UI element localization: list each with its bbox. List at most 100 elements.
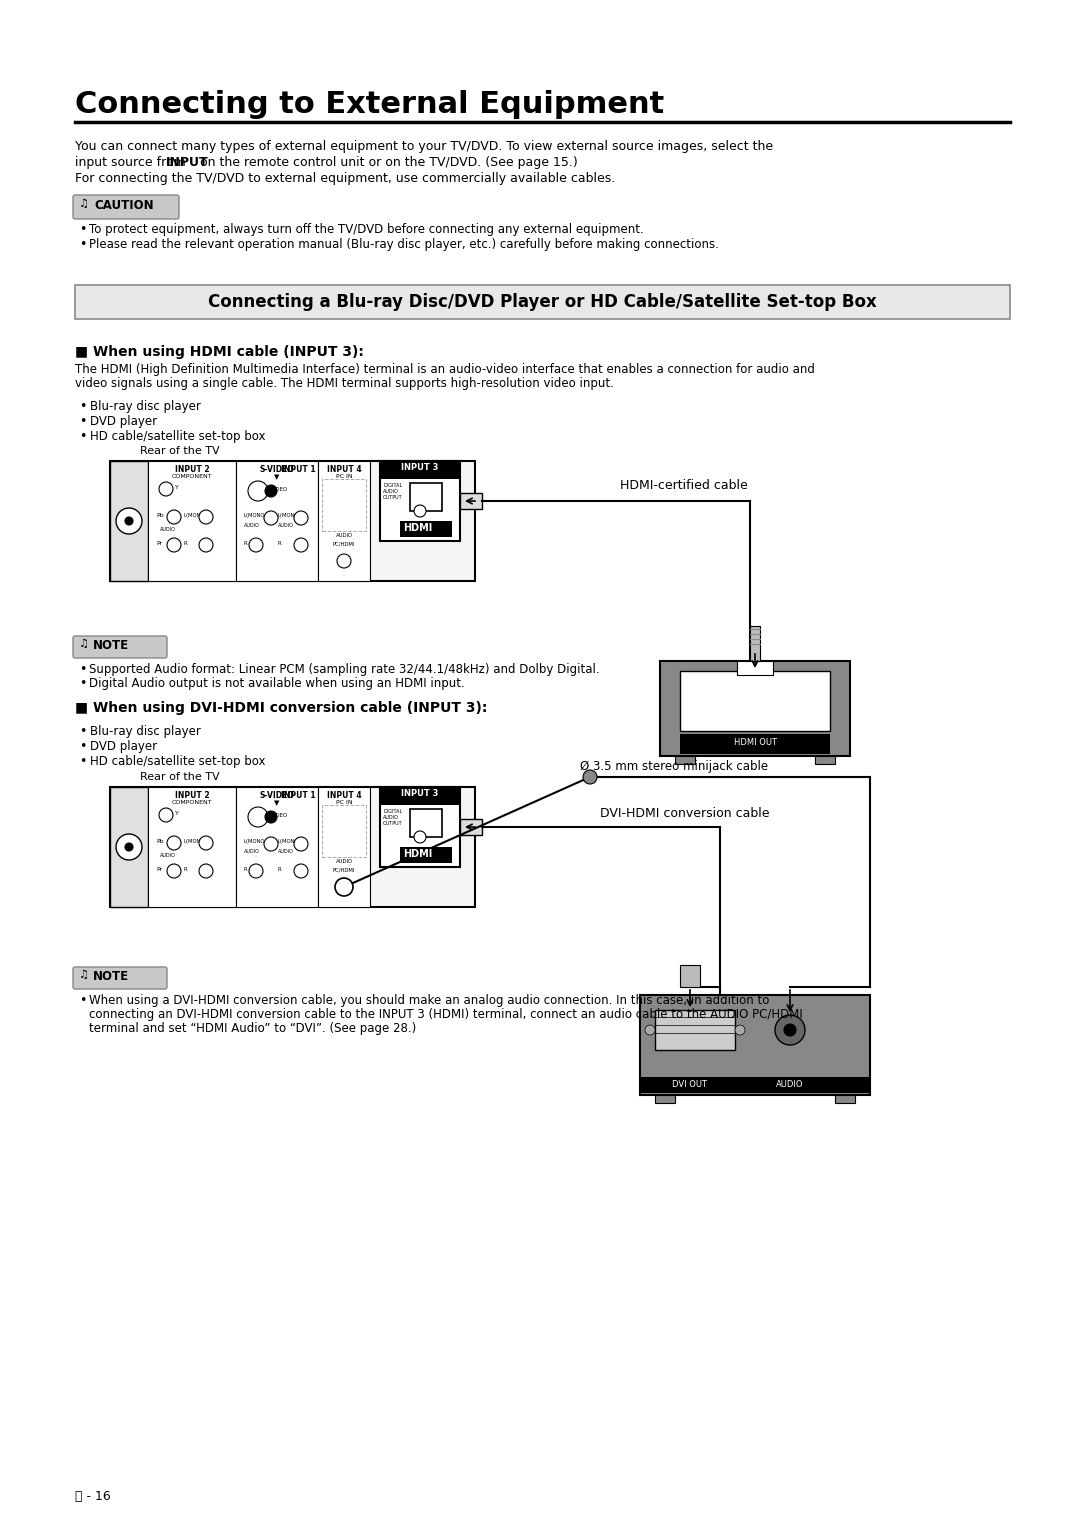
- Text: Y: Y: [175, 811, 179, 815]
- Text: L(MONO): L(MONO): [183, 513, 206, 518]
- Text: AUDIO: AUDIO: [777, 1080, 804, 1089]
- Text: ■ When using HDMI cable (INPUT 3):: ■ When using HDMI cable (INPUT 3):: [75, 345, 364, 359]
- Circle shape: [125, 843, 133, 851]
- Text: DIGITAL: DIGITAL: [383, 483, 402, 489]
- Text: R: R: [278, 541, 282, 547]
- Text: R: R: [183, 541, 187, 547]
- Circle shape: [159, 483, 173, 496]
- Bar: [322, 805, 366, 857]
- Circle shape: [294, 864, 308, 878]
- Text: VIDEO: VIDEO: [271, 487, 288, 492]
- Text: •: •: [79, 725, 86, 738]
- Text: Ø 3.5 mm stereo minijack cable: Ø 3.5 mm stereo minijack cable: [580, 760, 768, 773]
- Bar: [460, 818, 482, 835]
- Bar: [380, 786, 460, 867]
- Bar: [148, 786, 237, 907]
- Circle shape: [645, 1025, 654, 1035]
- Text: L(MONO): L(MONO): [183, 838, 206, 844]
- Text: R: R: [244, 867, 247, 872]
- Text: •: •: [79, 754, 86, 768]
- Text: AUDIO: AUDIO: [278, 849, 294, 854]
- Text: AUDIO: AUDIO: [160, 527, 176, 531]
- Text: CAUTION: CAUTION: [94, 199, 153, 212]
- Text: ♫: ♫: [79, 638, 89, 649]
- Bar: [237, 786, 318, 907]
- Circle shape: [337, 554, 351, 568]
- Bar: [680, 965, 700, 986]
- Text: ■ When using DVI-HDMI conversion cable (INPUT 3):: ■ When using DVI-HDMI conversion cable (…: [75, 701, 487, 715]
- Circle shape: [199, 835, 213, 851]
- Circle shape: [265, 486, 276, 496]
- Bar: [410, 809, 442, 837]
- Text: Please read the relevant operation manual (Blu-ray disc player, etc.) carefully : Please read the relevant operation manua…: [89, 238, 719, 250]
- Text: •: •: [79, 994, 86, 1006]
- Circle shape: [199, 538, 213, 551]
- Text: VIDEO: VIDEO: [271, 812, 288, 818]
- Text: HDMI: HDMI: [403, 849, 432, 860]
- Circle shape: [264, 512, 278, 525]
- Circle shape: [167, 538, 181, 551]
- Text: •: •: [79, 431, 86, 443]
- Text: INPUT 2: INPUT 2: [175, 466, 210, 473]
- Text: HDMI-certified cable: HDMI-certified cable: [620, 479, 747, 492]
- FancyBboxPatch shape: [73, 195, 179, 218]
- Text: Digital Audio output is not available when using an HDMI input.: Digital Audio output is not available wh…: [89, 676, 464, 690]
- Text: To protect equipment, always turn off the TV/DVD before connecting any external : To protect equipment, always turn off th…: [89, 223, 644, 237]
- Circle shape: [116, 508, 141, 534]
- Text: ⓔ - 16: ⓔ - 16: [75, 1490, 111, 1503]
- Circle shape: [264, 837, 278, 851]
- Text: ♫: ♫: [79, 970, 89, 980]
- Text: connecting an DVI-HDMI conversion cable to the INPUT 3 (HDMI) terminal, connect : connecting an DVI-HDMI conversion cable …: [89, 1008, 802, 1022]
- Text: HD cable/satellite set-top box: HD cable/satellite set-top box: [90, 754, 266, 768]
- Circle shape: [735, 1025, 745, 1035]
- Circle shape: [248, 481, 268, 501]
- Circle shape: [125, 518, 133, 525]
- Text: COMPONENT: COMPONENT: [172, 800, 213, 805]
- Text: •: •: [79, 741, 86, 753]
- Text: •: •: [79, 415, 86, 428]
- Circle shape: [199, 510, 213, 524]
- Bar: [654, 1009, 735, 1051]
- Text: HD cable/satellite set-top box: HD cable/satellite set-top box: [90, 431, 266, 443]
- Circle shape: [167, 864, 181, 878]
- Text: PC IN: PC IN: [336, 473, 352, 479]
- Text: Pr: Pr: [156, 541, 162, 547]
- Circle shape: [249, 538, 264, 551]
- Text: Y: Y: [175, 486, 179, 490]
- Text: S-VIDEO: S-VIDEO: [259, 791, 295, 800]
- Text: Connecting a Blu-ray Disc/DVD Player or HD Cable/Satellite Set-top Box: Connecting a Blu-ray Disc/DVD Player or …: [207, 293, 876, 312]
- Text: Rear of the TV: Rear of the TV: [140, 446, 219, 457]
- Text: •: •: [79, 400, 86, 412]
- Text: DVI-HDMI conversion cable: DVI-HDMI conversion cable: [600, 806, 769, 820]
- Circle shape: [167, 835, 181, 851]
- Text: INPUT 4: INPUT 4: [326, 791, 362, 800]
- Circle shape: [167, 510, 181, 524]
- Text: Connecting to External Equipment: Connecting to External Equipment: [75, 90, 664, 119]
- Text: DVD player: DVD player: [90, 415, 157, 428]
- Text: DVI OUT: DVI OUT: [673, 1080, 707, 1089]
- Text: PC/HDMI: PC/HDMI: [333, 541, 355, 547]
- Bar: [660, 661, 850, 756]
- Bar: [380, 461, 460, 541]
- Text: When using a DVI-HDMI conversion cable, you should make an analog audio connecti: When using a DVI-HDMI conversion cable, …: [89, 994, 769, 1006]
- Bar: [654, 1095, 675, 1102]
- Bar: [400, 521, 453, 538]
- Text: INPUT 3: INPUT 3: [402, 463, 438, 472]
- Text: Pb: Pb: [156, 513, 164, 518]
- Bar: [835, 1095, 855, 1102]
- Bar: [148, 461, 237, 580]
- Circle shape: [294, 837, 308, 851]
- Bar: [815, 756, 835, 764]
- Text: OUTPUT: OUTPUT: [383, 822, 403, 826]
- Bar: [640, 1077, 870, 1093]
- Text: ♫: ♫: [79, 199, 89, 209]
- Text: •: •: [79, 676, 86, 690]
- Bar: [380, 786, 460, 805]
- Text: on the remote control unit or on the TV/DVD. (See page 15.): on the remote control unit or on the TV/…: [195, 156, 578, 169]
- Circle shape: [784, 1025, 796, 1035]
- Text: ▼: ▼: [274, 800, 280, 806]
- Bar: [400, 847, 453, 863]
- Text: HDMI OUT: HDMI OUT: [733, 738, 777, 747]
- Text: video signals using a single cable. The HDMI terminal supports high-resolution v: video signals using a single cable. The …: [75, 377, 613, 389]
- Text: DIGITAL: DIGITAL: [383, 809, 402, 814]
